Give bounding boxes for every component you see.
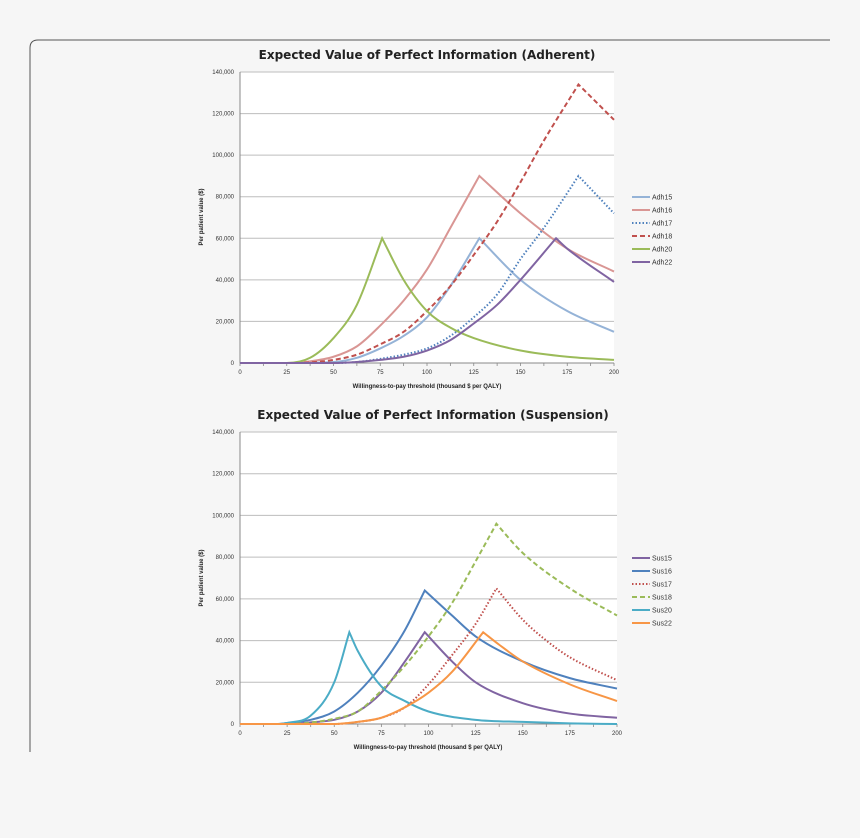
frame-border: [29, 39, 830, 752]
x-tick-label: 50: [330, 370, 337, 376]
series-line-sus22: [239, 630, 618, 726]
chart-adherent: Expected Value of Perfect Information (A…: [199, 48, 672, 390]
y-tick-label: 100,000: [212, 153, 234, 159]
x-tick-label: 25: [283, 370, 290, 376]
x-tick-label: 25: [284, 731, 291, 737]
x-tick-label: 75: [377, 370, 384, 376]
series-line-sus15: [239, 630, 618, 725]
x-tick-label: 0: [238, 731, 242, 737]
series-line-adh22: [239, 236, 615, 365]
y-tick-label: 40,000: [216, 278, 235, 284]
legend-label-adh16: Adh16: [652, 208, 672, 215]
x-tick-label: 175: [562, 370, 573, 376]
x-tick-label: 125: [469, 370, 480, 376]
chart-suspension: Expected Value of Perfect Information (S…: [199, 408, 672, 751]
x-tick-label: 75: [378, 731, 385, 737]
x-tick-label: 100: [422, 370, 433, 376]
legend-label-sus18: Sus18: [652, 595, 672, 602]
y-tick-label: 120,000: [212, 472, 234, 478]
y-axis-label: Per patient value ($): [199, 549, 205, 606]
y-tick-label: 120,000: [212, 112, 234, 118]
x-axis-label: Willingness-to-pay threshold (thousand $…: [354, 745, 503, 751]
y-tick-label: 140,000: [212, 430, 234, 436]
legend-label-adh15: Adh15: [652, 195, 672, 202]
legend-label-adh20: Adh20: [652, 247, 672, 254]
y-tick-label: 80,000: [216, 195, 235, 201]
series-line-adh16: [239, 174, 615, 365]
legend-label-sus20: Sus20: [652, 608, 672, 615]
y-tick-label: 0: [231, 722, 235, 728]
y-tick-label: 80,000: [216, 555, 235, 561]
y-tick-label: 140,000: [212, 70, 234, 76]
chart-title: Expected Value of Perfect Information (S…: [257, 408, 608, 422]
legend-label-adh17: Adh17: [652, 221, 672, 228]
x-tick-label: 100: [423, 731, 434, 737]
x-axis-label: Willingness-to-pay threshold (thousand $…: [353, 384, 502, 390]
y-tick-label: 0: [231, 361, 235, 367]
x-tick-label: 200: [609, 370, 620, 376]
x-tick-label: 0: [238, 370, 242, 376]
series-line-adh17: [239, 174, 615, 365]
x-tick-label: 150: [515, 370, 526, 376]
series-line-sus20: [239, 629, 618, 725]
y-tick-label: 60,000: [216, 236, 235, 242]
legend-label-adh22: Adh22: [652, 260, 672, 267]
series-line-adh20: [239, 235, 615, 365]
x-tick-label: 175: [565, 731, 576, 737]
x-tick-label: 150: [518, 731, 529, 737]
y-tick-label: 60,000: [216, 597, 235, 603]
legend-label-sus17: Sus17: [652, 582, 672, 589]
y-tick-label: 20,000: [216, 680, 235, 686]
legend-label-sus22: Sus22: [652, 621, 672, 628]
chart-title: Expected Value of Perfect Information (A…: [259, 48, 596, 62]
y-tick-label: 100,000: [212, 513, 234, 519]
y-axis-label: Per patient value ($): [199, 188, 205, 245]
x-tick-label: 200: [612, 731, 623, 737]
legend-label-sus16: Sus16: [652, 569, 672, 576]
series-line-sus18: [239, 522, 618, 725]
legend-label-adh18: Adh18: [652, 234, 672, 241]
legend-label-sus15: Sus15: [652, 556, 672, 563]
y-tick-label: 40,000: [216, 639, 235, 645]
y-tick-label: 20,000: [216, 319, 235, 325]
x-tick-label: 50: [331, 731, 338, 737]
x-tick-label: 125: [471, 731, 482, 737]
